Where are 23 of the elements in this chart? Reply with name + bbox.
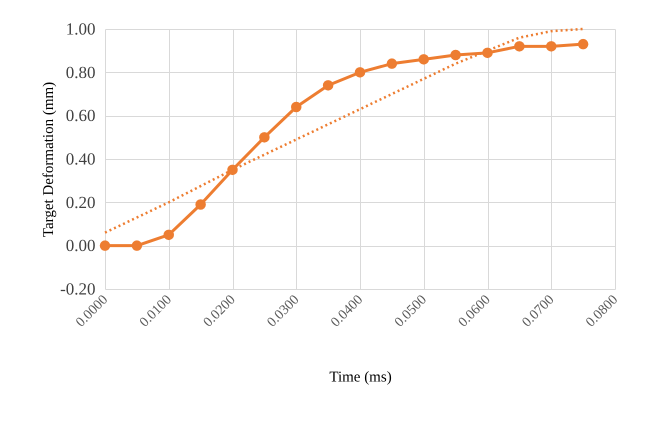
y-tick-label: 0.00 [66, 236, 96, 256]
point [322, 80, 334, 91]
y-tick-label: 0.80 [66, 62, 96, 82]
point [132, 240, 142, 251]
y-tick-label: 0.60 [66, 106, 96, 126]
point [195, 199, 206, 210]
y-tick-label: 0.20 [66, 192, 96, 212]
point [100, 240, 110, 251]
point [354, 67, 366, 78]
point [546, 41, 556, 52]
point [450, 50, 461, 60]
y-tick-label: 0.40 [66, 150, 96, 168]
y-tick-label: -0.20 [60, 280, 96, 298]
x-axis-title: Time (ms) [329, 370, 392, 386]
point [291, 102, 302, 112]
y-axis-title: Target Deformation (mm) [41, 82, 58, 238]
point [386, 58, 398, 69]
point [259, 132, 270, 143]
point [514, 41, 525, 52]
point [578, 38, 588, 50]
point [164, 230, 174, 240]
point [418, 54, 429, 65]
y-tick-label: 1.00 [66, 20, 96, 38]
